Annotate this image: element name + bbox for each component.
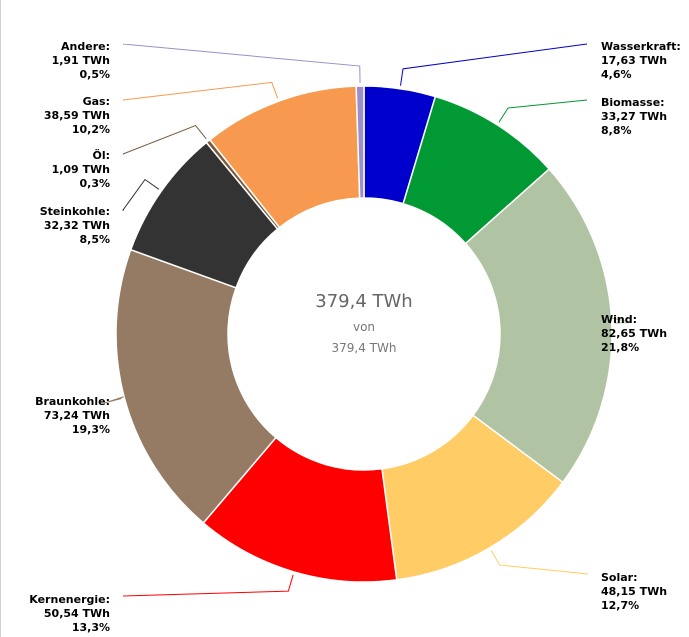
slice-label-percent-4: 13,3% — [72, 621, 110, 634]
connector-6 — [122, 178, 160, 211]
slice-9[interactable] — [355, 85, 365, 199]
connector-7 — [122, 124, 207, 155]
slice-label-name-3: Solar: — [601, 571, 638, 584]
connector-2 — [587, 314, 632, 324]
panel-border — [0, 0, 1, 637]
slice-label-percent-1: 8,8% — [601, 124, 632, 137]
slice-label-name-4: Kernenergie: — [29, 593, 110, 606]
slice-label-value-3: 48,15 TWh — [601, 585, 667, 598]
slice-label-name-6: Steinkohle: — [40, 205, 110, 218]
slice-label-name-0: Wasserkraft: — [601, 40, 681, 53]
slice-label-name-2: Wind: — [601, 313, 637, 326]
label-connectors — [104, 43, 632, 597]
center-total: 379,4 TWh — [315, 291, 412, 312]
connector-3 — [490, 550, 589, 575]
slice-label-percent-9: 0,5% — [79, 68, 110, 81]
slice-label-value-9: 1,91 TWh — [52, 54, 110, 67]
slice-2[interactable] — [464, 167, 613, 484]
slice-label-value-1: 33,27 TWh — [601, 110, 667, 123]
connector-4 — [122, 574, 294, 597]
connector-5 — [104, 396, 124, 404]
slice-label-name-7: Öl: — [92, 148, 110, 162]
center-sub-label: von — [353, 320, 375, 334]
slice-5[interactable] — [115, 248, 277, 525]
slice-label-name-5: Braunkohle: — [35, 395, 110, 408]
connector-0 — [400, 43, 588, 86]
slice-label-name-9: Andere: — [61, 40, 110, 53]
slice-label-value-5: 73,24 TWh — [44, 409, 110, 422]
slice-label-percent-2: 21,8% — [601, 341, 639, 354]
slice-label-percent-6: 8,5% — [79, 233, 110, 246]
donut-slices — [115, 85, 613, 583]
slice-label-value-7: 1,09 TWh — [52, 163, 110, 176]
slice-label-name-8: Gas: — [83, 95, 110, 108]
slice-label-percent-8: 10,2% — [72, 123, 110, 136]
slice-label-value-0: 17,63 TWh — [601, 54, 667, 67]
slice-label-value-4: 50,54 TWh — [44, 607, 110, 620]
slice-label-value-8: 38,59 TWh — [44, 109, 110, 122]
slice-label-percent-0: 4,6% — [601, 68, 632, 81]
connector-9 — [122, 43, 361, 84]
slice-label-percent-3: 12,7% — [601, 599, 639, 612]
slice-label-percent-7: 0,3% — [79, 177, 110, 190]
slice-label-value-6: 32,32 TWh — [44, 219, 110, 232]
center-sub-total: 379,4 TWh — [332, 341, 397, 355]
connector-1 — [498, 99, 588, 123]
slice-label-percent-5: 19,3% — [72, 423, 110, 436]
slice-label-name-1: Biomasse: — [601, 96, 665, 109]
connector-8 — [122, 81, 279, 101]
slice-label-value-2: 82,65 TWh — [601, 327, 667, 340]
